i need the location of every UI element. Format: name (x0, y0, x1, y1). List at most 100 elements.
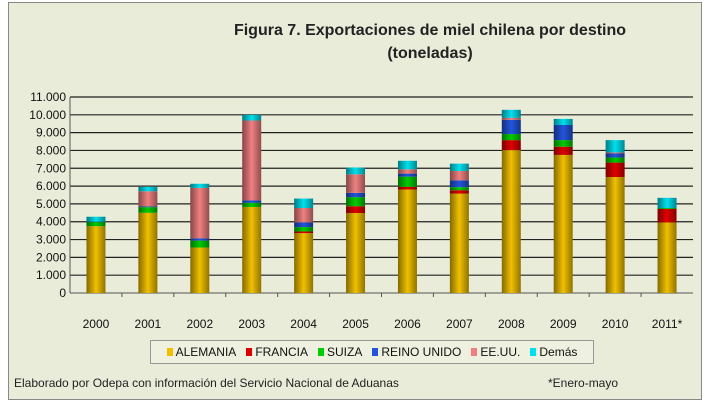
plot: 0 1.000 2.000 3.000 4.000 5.000 6.000 7.000 8.00… (29, 90, 693, 331)
bar-segment-alemania (397, 189, 417, 293)
legend-item: ALEMANIA (166, 345, 237, 359)
bar-segment-suiza (190, 240, 210, 248)
bar-segment-reino-unido (242, 200, 262, 203)
legend-label: FRANCIA (255, 345, 308, 359)
x-tick-label: 2000 (83, 317, 110, 331)
bar-segment-alemania (605, 177, 625, 293)
legend-swatch (530, 348, 537, 356)
y-tick-label: 1.000 (36, 268, 66, 282)
bar-segment-suiza (501, 134, 521, 141)
legend-swatch (372, 348, 379, 356)
bar-segment-reino-unido (605, 153, 625, 158)
bar-segment-ee-uu- (190, 187, 210, 239)
bar-segment-dem-s (190, 183, 210, 188)
bar-segment-suiza (86, 222, 106, 227)
bar-segment-reino-unido (138, 206, 158, 208)
bar-segment-ee-uu- (501, 117, 521, 120)
y-tick-label: 8.000 (36, 143, 66, 157)
x-tick-label: 2002 (186, 317, 213, 331)
y-tick-label: 2.000 (36, 250, 66, 264)
bar-segment-alemania (346, 212, 366, 293)
bar-segment-ee-uu- (346, 174, 366, 193)
legend-item: REINO UNIDO (372, 345, 461, 359)
y-tick-label: 10.000 (29, 108, 66, 122)
x-tick-label: 2003 (238, 317, 265, 331)
bar-segment-dem-s (397, 160, 417, 170)
bar-segment-ee-uu- (242, 120, 262, 201)
bar-segment-alemania (553, 154, 573, 293)
legend-item: EE.UU. (471, 345, 520, 359)
x-tick-label: 2008 (498, 317, 525, 331)
bar-segment-francia (605, 162, 625, 178)
bar-segment-francia (553, 146, 573, 155)
legend-label: Demás (539, 345, 578, 359)
bar-segment-suiza (605, 157, 625, 163)
y-tick-label: 7.000 (36, 161, 66, 175)
bar-segment-dem-s (657, 197, 677, 209)
legend-label: EE.UU. (480, 345, 521, 359)
y-tick-label: 6.000 (36, 179, 66, 193)
bar-segment-dem-s (138, 186, 158, 192)
x-tick-label: 2007 (446, 317, 473, 331)
chart-subtitle: (toneladas) (387, 45, 473, 62)
x-tick-label: 2006 (394, 317, 421, 331)
bar-segment-suiza (657, 208, 677, 209)
legend-item: FRANCIA (246, 345, 308, 359)
bar-segment-reino-unido (190, 238, 210, 241)
legend-label: SUIZA (326, 345, 363, 359)
bar-segment-suiza (294, 227, 314, 232)
legend-label: REINO UNIDO (381, 345, 462, 359)
bar-segment-dem-s (294, 198, 314, 209)
bar-segment-francia (501, 140, 521, 151)
chart-title: Figura 7. Exportaciones de miel chilena … (233, 22, 627, 39)
bar-segment-ee-uu- (294, 208, 314, 223)
source-note: Elaborado por Odepa con información del … (14, 376, 399, 390)
footnote: *Enero-mayo (548, 376, 619, 390)
legend-swatch (166, 348, 173, 356)
bar-segment-dem-s (605, 140, 625, 153)
bar-segment-ee-uu- (138, 191, 158, 207)
legend-swatch (471, 348, 478, 356)
bar-segment-alemania (138, 212, 158, 293)
bar-segment-alemania (449, 193, 469, 293)
legend-label: ALEMANIA (175, 345, 237, 359)
x-tick-label: 2001 (135, 317, 162, 331)
legend-item: Demás (530, 345, 577, 359)
bar-segment-suiza (138, 207, 158, 213)
y-tick-label: 5.000 (36, 197, 66, 211)
bar-segment-reino-unido (449, 180, 469, 188)
bar-segment-reino-unido (294, 222, 314, 228)
bar-segment-ee-uu- (397, 169, 417, 174)
bar-segment-dem-s (242, 114, 262, 121)
y-tick-label: 4.000 (36, 215, 66, 229)
y-tick-label: 3.000 (36, 233, 66, 247)
bar-segment-dem-s (449, 163, 469, 171)
bar-segment-ee-uu- (605, 152, 625, 154)
bar-segment-suiza (553, 140, 573, 147)
bar-segment-alemania (190, 247, 210, 293)
bar-segment-reino-unido (553, 124, 573, 141)
y-tick-label: 0 (59, 286, 66, 300)
bar-segment-alemania (86, 226, 106, 293)
x-tick-label: 2009 (550, 317, 577, 331)
bar-segment-dem-s (346, 167, 366, 175)
legend-swatch (246, 348, 253, 356)
bar-segment-francia (397, 186, 417, 190)
bar-segment-alemania (501, 150, 521, 293)
bar-segment-reino-unido (346, 192, 366, 198)
bar-segment-suiza (242, 202, 262, 207)
bar-segment-suiza (449, 187, 469, 191)
bar-segment-francia (346, 206, 366, 213)
x-tick-label: 2010 (602, 317, 629, 331)
bar-segment-dem-s (86, 216, 106, 222)
bar-segment-dem-s (501, 109, 521, 118)
bar-segment-dem-s (553, 118, 573, 125)
bar-segment-francia (657, 208, 677, 223)
bar-segment-reino-unido (501, 119, 521, 135)
bar-segment-ee-uu- (449, 170, 469, 181)
bar-segment-suiza (346, 197, 366, 207)
bar-segment-alemania (294, 233, 314, 293)
legend-swatch (317, 348, 324, 356)
bar-segment-francia (294, 231, 314, 234)
